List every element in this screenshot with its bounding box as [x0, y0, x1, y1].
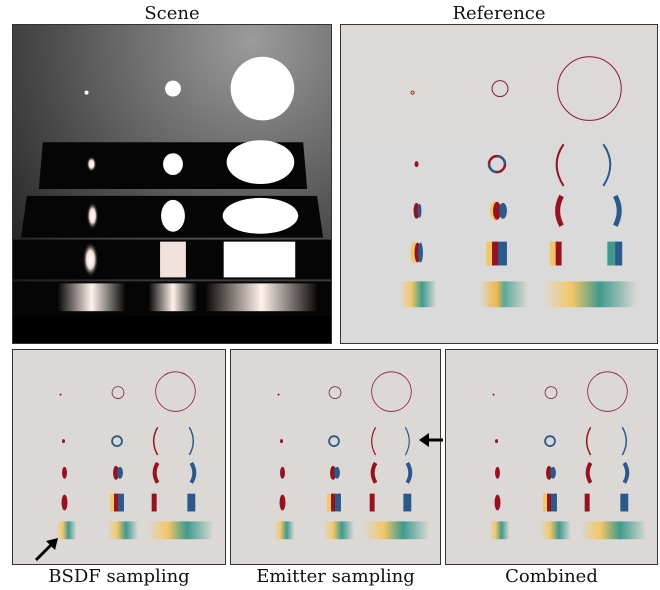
bsdf-image: [13, 350, 225, 564]
combined-image: [446, 350, 657, 564]
label-bsdf-sampling: BSDF sampling: [48, 566, 190, 587]
emitter-panel: [230, 349, 441, 565]
label-combined: Combined: [505, 566, 598, 587]
label-emitter-sampling: Emitter sampling: [256, 566, 415, 587]
arrow-up-right-icon: [34, 536, 60, 562]
reference-panel: [340, 24, 658, 344]
bsdf-panel: [12, 349, 226, 565]
scene-image: [13, 25, 331, 343]
arrow-left-icon: [418, 432, 444, 448]
emitter-image: [231, 350, 440, 564]
label-scene: Scene: [144, 3, 200, 24]
scene-panel: [12, 24, 332, 344]
label-reference: Reference: [452, 3, 546, 24]
reference-image: [341, 25, 657, 343]
combined-panel: [445, 349, 658, 565]
